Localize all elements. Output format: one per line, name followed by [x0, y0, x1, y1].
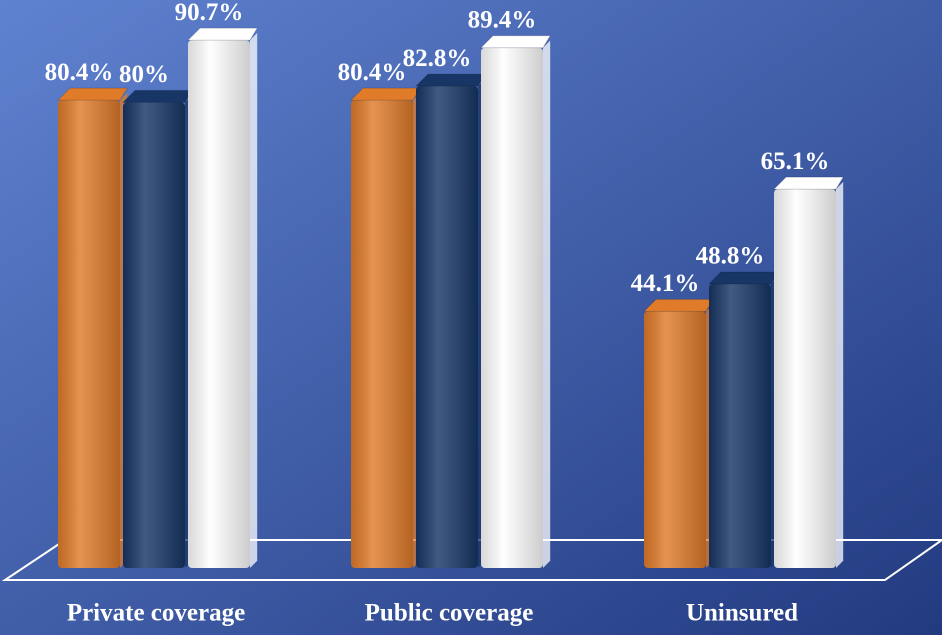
bar-top	[186, 27, 259, 41]
data-label: 44.1%	[631, 270, 700, 297]
data-label: 80%	[119, 61, 169, 88]
bar-top	[414, 73, 487, 87]
data-label: 80.4%	[338, 59, 407, 86]
bar-top	[642, 298, 715, 312]
bars	[56, 27, 845, 569]
data-label: 80.4%	[45, 59, 114, 86]
bar-top	[121, 89, 194, 103]
data-label: 89.4%	[468, 6, 537, 33]
bar-side	[836, 181, 844, 568]
bar-shade	[416, 86, 478, 568]
bar-top	[349, 87, 422, 101]
floor	[1, 539, 942, 581]
bar-side	[543, 40, 551, 568]
data-label: 48.8%	[696, 243, 765, 270]
bar-shade	[644, 311, 706, 568]
bar-shade	[188, 40, 250, 569]
data-label: 90.7%	[175, 0, 244, 26]
bar-side	[250, 32, 258, 568]
bar-top	[772, 176, 845, 190]
bar-shade	[123, 102, 185, 569]
bar-shade	[774, 189, 836, 569]
bar-shade	[481, 47, 543, 568]
bar-top	[56, 87, 129, 101]
x-tick-label: Public coverage	[365, 600, 534, 627]
bar-top	[479, 35, 552, 49]
bar-top	[707, 271, 780, 285]
data-label: 82.8%	[403, 45, 472, 72]
bar-shade	[58, 100, 120, 569]
x-tick-label: Private coverage	[67, 600, 245, 627]
bar-shade	[709, 283, 771, 568]
x-tick-label: Uninsured	[686, 600, 798, 627]
bar-shade	[351, 100, 413, 569]
data-label: 65.1%	[761, 148, 830, 175]
